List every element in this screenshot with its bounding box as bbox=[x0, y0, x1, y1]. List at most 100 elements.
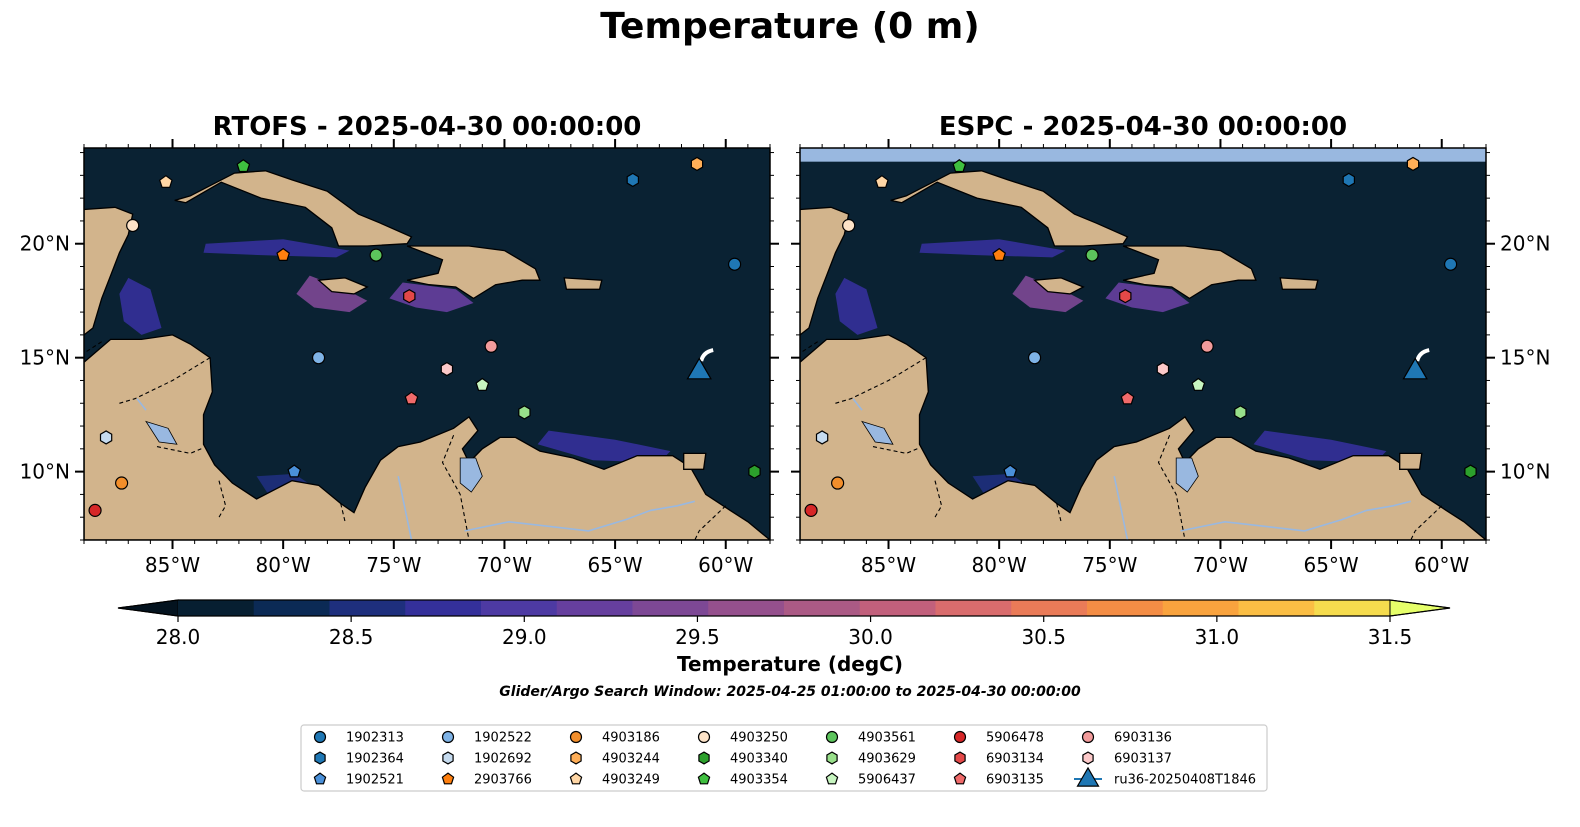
colorbar-segment bbox=[1087, 600, 1164, 616]
float-marker-4903186 bbox=[831, 476, 845, 490]
float-marker-1902364 bbox=[1342, 172, 1355, 188]
lon-tick-label: 70°W bbox=[1193, 553, 1248, 577]
legend-entry-4903249: 4903249 bbox=[569, 772, 660, 788]
legend-label: 4903244 bbox=[602, 752, 660, 767]
float-marker-4903629 bbox=[518, 405, 531, 420]
land-area bbox=[1122, 245, 1257, 300]
legend-label: 4903249 bbox=[602, 773, 660, 788]
country-border bbox=[934, 480, 943, 518]
lake bbox=[459, 457, 483, 493]
legend-marker bbox=[953, 730, 967, 744]
legend-entry-4903244: 4903244 bbox=[570, 751, 660, 767]
country-border bbox=[441, 434, 470, 540]
country-border bbox=[84, 341, 102, 354]
colorbar-label: Temperature (degC) bbox=[677, 652, 903, 676]
lon-tick-label: 75°W bbox=[366, 553, 421, 577]
legend-marker bbox=[826, 751, 838, 765]
legend-entry-6903137: 6903137 bbox=[1082, 751, 1172, 767]
country-border bbox=[1056, 503, 1062, 522]
legend-label: 1902364 bbox=[346, 752, 404, 767]
lake bbox=[145, 420, 178, 445]
legend-label: 5906437 bbox=[858, 773, 916, 788]
legend-marker bbox=[441, 772, 455, 785]
legend-marker bbox=[953, 772, 967, 785]
legend-label: 4903250 bbox=[730, 731, 788, 746]
legend-label: 4903354 bbox=[730, 773, 788, 788]
legend-label: 2903766 bbox=[474, 773, 532, 788]
colorbar-segment bbox=[859, 600, 936, 616]
legend-label: 6903137 bbox=[1114, 752, 1172, 767]
legend-label: 4903340 bbox=[730, 752, 788, 767]
float-marker-4903186 bbox=[115, 476, 129, 490]
legend-label: 4903629 bbox=[858, 752, 916, 767]
legend-label: 4903186 bbox=[602, 731, 660, 746]
legend-entry-4903340: 4903340 bbox=[698, 751, 788, 767]
land-area bbox=[563, 277, 603, 290]
colorbar: 28.0 28.5 29.0 29.5 30.0 30.5 31.0 31.5 bbox=[117, 599, 1451, 649]
colorbar-segment bbox=[253, 600, 330, 616]
temperature-contour bbox=[1012, 275, 1084, 313]
legend-label: 6903134 bbox=[986, 752, 1044, 767]
float-marker-6903135 bbox=[1120, 391, 1135, 405]
lake bbox=[861, 420, 894, 445]
legend-entry-6903134: 6903134 bbox=[954, 751, 1044, 767]
temperature-contour bbox=[1253, 430, 1387, 463]
legend-marker bbox=[313, 730, 327, 744]
float-marker-4903629 bbox=[1234, 405, 1247, 420]
land-area bbox=[174, 170, 413, 247]
country-border bbox=[1410, 505, 1443, 540]
land-area bbox=[1279, 277, 1319, 290]
legend-marker bbox=[569, 730, 583, 744]
colorbar-segment bbox=[1238, 600, 1315, 616]
legend-entry-4903629: 4903629 bbox=[826, 751, 916, 767]
colorbar-tick-label: 28.5 bbox=[329, 625, 374, 649]
land-area bbox=[1033, 277, 1085, 295]
panel-title-rtofs: RTOFS - 2025-04-30 00:00:00 bbox=[212, 112, 642, 142]
colorbar-tick-label: 30.5 bbox=[1021, 625, 1066, 649]
float-marker-1902313 bbox=[1443, 257, 1458, 271]
lat-tick-label: 10°N bbox=[1500, 460, 1550, 484]
river bbox=[852, 398, 863, 411]
legend-entry-6903135: 6903135 bbox=[953, 772, 1044, 788]
legend-marker bbox=[698, 751, 710, 765]
legend-marker bbox=[570, 751, 582, 765]
legend-entry-1902364: 1902364 bbox=[314, 751, 404, 767]
colorbar-tick-label: 29.0 bbox=[502, 625, 547, 649]
temperature-contour bbox=[919, 239, 1066, 258]
lat-tick-label: 20°N bbox=[20, 232, 70, 256]
river bbox=[1180, 500, 1411, 532]
legend-label: 1902692 bbox=[474, 752, 532, 767]
map-frame bbox=[799, 147, 1487, 541]
colorbar-segment bbox=[1011, 600, 1088, 616]
no-data-band bbox=[800, 148, 1486, 162]
float-marker-1902313 bbox=[727, 257, 742, 271]
search-window-text: Glider/Argo Search Window: 2025-04-25 01… bbox=[499, 684, 1081, 700]
float-marker-4903354 bbox=[952, 159, 967, 173]
colorbar-segment bbox=[1162, 600, 1239, 616]
legend-label: ru36-20250408T1846 bbox=[1114, 773, 1256, 788]
land-area bbox=[1399, 452, 1423, 470]
float-marker-1902521 bbox=[1003, 464, 1018, 478]
glider-track bbox=[699, 348, 714, 362]
legend-entry-ru36-20250408T1846: ru36-20250408T1846 bbox=[1074, 766, 1256, 788]
river bbox=[1113, 476, 1129, 540]
float-marker-6903134 bbox=[1119, 289, 1132, 304]
map-axes: 85°W 80°W 75°W 70°W 65°W 60°W 20°N 15°N 10°N 85°W… bbox=[20, 139, 1550, 577]
float-marker-4903340 bbox=[1464, 464, 1477, 479]
float-marker-4903340 bbox=[748, 464, 761, 479]
float-marker-6903134 bbox=[403, 289, 416, 304]
legend-label: 1902522 bbox=[474, 731, 532, 746]
map-panels: 85°W 80°W 75°W 70°W 65°W 60°W 20°N 15°N 10°N 85°W… bbox=[20, 139, 1550, 577]
float-marker-5906437 bbox=[1191, 377, 1206, 391]
country-border bbox=[218, 480, 227, 518]
float-marker-6903136 bbox=[484, 339, 498, 353]
legend-label: 6903135 bbox=[986, 773, 1044, 788]
lon-tick-label: 65°W bbox=[1303, 553, 1358, 577]
lon-tick-label: 80°W bbox=[972, 553, 1027, 577]
float-marker-1902522 bbox=[311, 351, 326, 365]
lat-tick-label: 10°N bbox=[20, 460, 70, 484]
land-area bbox=[406, 245, 541, 300]
float-marker-4903249 bbox=[874, 174, 889, 188]
legend-entry-4903561: 4903561 bbox=[825, 731, 916, 746]
float-marker-5906478 bbox=[804, 503, 818, 517]
